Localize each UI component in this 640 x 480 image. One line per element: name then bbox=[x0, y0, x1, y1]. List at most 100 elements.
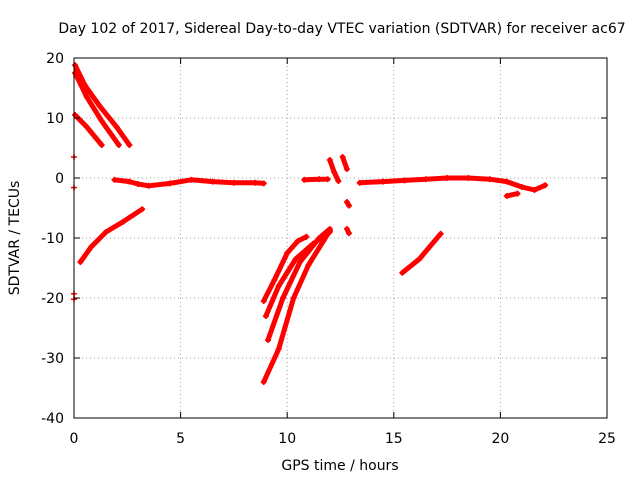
data-point bbox=[343, 226, 350, 232]
data-point bbox=[83, 94, 90, 100]
data-point bbox=[260, 379, 267, 385]
data-point bbox=[115, 142, 122, 148]
y-tick-label: 20 bbox=[46, 51, 64, 67]
x-tick-label: 15 bbox=[385, 431, 403, 447]
data-point bbox=[111, 176, 118, 183]
data-point bbox=[401, 177, 408, 184]
series-arc-p bbox=[343, 226, 353, 237]
data-point bbox=[271, 277, 278, 283]
y-tick-label: 0 bbox=[55, 171, 64, 187]
data-point bbox=[518, 184, 525, 190]
data-point bbox=[346, 230, 353, 237]
data-point bbox=[166, 180, 173, 187]
series-line bbox=[261, 228, 333, 385]
ticks: 0 5 10 15 20 25 20 10 0 -10 -20 -30 -40 bbox=[41, 51, 616, 447]
data-point bbox=[531, 187, 538, 193]
data-point bbox=[416, 256, 423, 262]
data-point bbox=[265, 337, 272, 343]
data-point bbox=[275, 346, 282, 352]
data-point bbox=[486, 176, 493, 183]
data-point bbox=[503, 193, 510, 199]
series-arc-g bbox=[326, 157, 342, 184]
series-arc-i bbox=[356, 175, 549, 193]
series-line bbox=[77, 206, 145, 265]
grid bbox=[74, 58, 607, 418]
data-point bbox=[126, 178, 133, 185]
series-arc-e bbox=[111, 176, 267, 189]
data-point bbox=[134, 181, 141, 187]
series-line bbox=[72, 112, 105, 148]
y-tick-label: -30 bbox=[41, 351, 64, 367]
data-point bbox=[290, 295, 297, 301]
series-arc-b bbox=[72, 70, 122, 148]
data-point bbox=[343, 166, 350, 172]
data-point bbox=[96, 103, 103, 109]
data-point bbox=[399, 269, 406, 276]
series-arc-n bbox=[260, 233, 310, 304]
x-tick-label: 5 bbox=[176, 431, 185, 447]
x-tick-label: 10 bbox=[278, 431, 296, 447]
data-point bbox=[260, 298, 267, 304]
data-point bbox=[262, 313, 269, 319]
series-line bbox=[112, 177, 267, 189]
y-tick-label: -10 bbox=[41, 231, 64, 247]
y-axis-label: SDTVAR / TECUs bbox=[7, 181, 23, 296]
plot-frame bbox=[73, 57, 608, 419]
data-point bbox=[335, 178, 342, 184]
x-axis-label: GPS time / hours bbox=[281, 458, 398, 474]
series-layer bbox=[71, 62, 549, 385]
data-point bbox=[294, 238, 301, 244]
series-arc-c bbox=[72, 112, 105, 148]
data-point bbox=[422, 176, 429, 183]
data-point bbox=[83, 124, 90, 130]
data-point bbox=[331, 169, 338, 175]
data-point bbox=[120, 218, 127, 225]
x-tick-label: 20 bbox=[491, 431, 509, 447]
data-point bbox=[139, 206, 146, 213]
data-point bbox=[309, 241, 316, 247]
data-point bbox=[126, 142, 133, 148]
data-point bbox=[230, 179, 237, 186]
data-point bbox=[380, 178, 387, 185]
data-point bbox=[292, 256, 299, 262]
data-point bbox=[102, 229, 109, 235]
data-point bbox=[326, 229, 333, 235]
series-line bbox=[72, 70, 122, 148]
data-point bbox=[514, 190, 521, 197]
data-point bbox=[145, 182, 152, 189]
data-point bbox=[260, 180, 267, 187]
x-tick-label: 25 bbox=[598, 431, 616, 447]
series-line bbox=[301, 176, 331, 183]
x-tick-label: 0 bbox=[70, 431, 79, 447]
series-arc-j bbox=[503, 190, 521, 199]
data-point bbox=[296, 259, 303, 265]
series-arc-f bbox=[301, 176, 331, 183]
series-arc-q bbox=[399, 230, 444, 276]
data-point bbox=[284, 250, 291, 256]
series-arc-m bbox=[262, 229, 333, 319]
data-point bbox=[188, 176, 195, 183]
y-tick-label: -20 bbox=[41, 291, 64, 307]
data-point bbox=[72, 112, 79, 118]
data-point bbox=[542, 182, 549, 189]
data-point bbox=[209, 178, 216, 185]
data-point bbox=[346, 202, 353, 209]
data-point bbox=[77, 259, 84, 265]
data-point bbox=[343, 199, 350, 205]
data-point bbox=[252, 179, 259, 186]
data-point bbox=[356, 179, 363, 186]
series-arc-o bbox=[343, 199, 353, 209]
data-point bbox=[88, 244, 95, 250]
data-point bbox=[305, 262, 312, 268]
series-line bbox=[399, 231, 444, 276]
series-arc-a bbox=[72, 62, 133, 148]
data-point bbox=[324, 176, 331, 183]
series-arc-h bbox=[339, 154, 350, 172]
series-line bbox=[357, 175, 548, 193]
series-line bbox=[72, 62, 132, 148]
data-point bbox=[437, 230, 444, 237]
data-point bbox=[279, 295, 286, 301]
chart-title: Day 102 of 2017, Sidereal Day-to-day VTE… bbox=[58, 21, 625, 37]
data-point bbox=[113, 124, 120, 130]
